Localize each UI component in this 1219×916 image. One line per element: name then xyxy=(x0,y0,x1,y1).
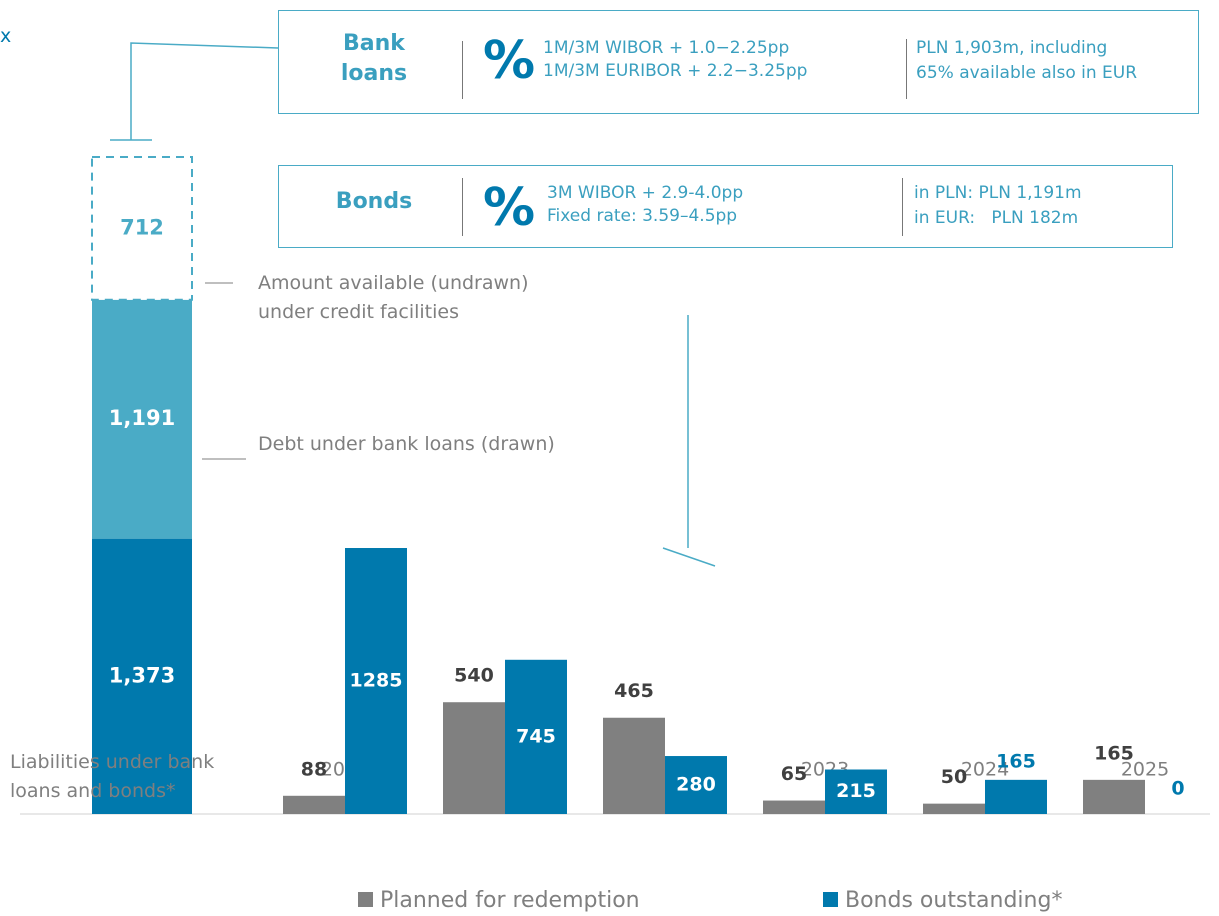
value-label: 165 xyxy=(1094,742,1134,764)
rate: 1M/3M WIBOR + 1.0−2.25pp xyxy=(543,38,790,58)
x-tick-label: 2025 xyxy=(1121,759,1169,781)
bar xyxy=(1083,779,1145,814)
value-label: 215 xyxy=(836,780,876,802)
divider xyxy=(462,178,463,236)
bar xyxy=(283,795,345,814)
bonds-box: Bonds % 3M WIBOR + 2.9-4.0pp Fixed rate:… xyxy=(278,165,1173,248)
annotation: Debt under bank loans (drawn) xyxy=(258,433,555,455)
value-label: 540 xyxy=(454,665,494,687)
legend-swatch xyxy=(358,892,373,907)
connector-cap xyxy=(662,547,716,567)
bar xyxy=(665,756,727,814)
bar-segment xyxy=(92,538,192,814)
rate: 3M WIBOR + 2.9-4.0pp xyxy=(547,183,744,203)
connector xyxy=(130,42,279,140)
box-title: Bank loans xyxy=(340,31,408,86)
amount: PLN 1,903m, including xyxy=(916,38,1108,58)
value-label: 745 xyxy=(516,725,556,747)
bar xyxy=(603,717,665,814)
value-label: 65 xyxy=(781,763,807,785)
legend-label: Planned for redemption xyxy=(380,888,640,913)
legend-swatch xyxy=(823,892,838,907)
bar-segment xyxy=(91,156,193,301)
percent-symbol: % xyxy=(483,31,536,91)
divider xyxy=(902,178,903,236)
bar xyxy=(505,659,567,814)
percent-symbol: % xyxy=(483,178,536,238)
divider xyxy=(462,41,463,99)
divider xyxy=(906,39,907,99)
amount: in PLN: PLN 1,191m xyxy=(914,183,1082,203)
legend-label: Bonds outstanding* xyxy=(845,888,1062,913)
box-title: Bonds xyxy=(335,189,413,214)
value-label: 1,191 xyxy=(109,406,175,430)
x-tick-label: Liabilities under bank loans and bonds* xyxy=(10,751,215,802)
bank-loans-box: Bank loans % 1M/3M WIBOR + 1.0−2.25pp 1M… xyxy=(278,10,1199,114)
corner-text: x xyxy=(0,25,12,47)
x-tick-label: 2024 xyxy=(961,759,1009,781)
value-label: 165 xyxy=(996,750,1036,772)
bar xyxy=(763,800,825,814)
value-label: 465 xyxy=(614,680,654,702)
amount: in EUR: PLN 182m xyxy=(914,208,1079,228)
value-label: 280 xyxy=(676,774,716,796)
annotation: Amount available (undrawn) under credit … xyxy=(258,272,529,323)
bar xyxy=(985,779,1047,814)
bar-segment xyxy=(92,299,192,539)
bar xyxy=(443,702,505,814)
value-label: 50 xyxy=(941,766,967,788)
amount: 65% available also in EUR xyxy=(916,63,1138,83)
bar xyxy=(345,548,407,814)
value-label: 88 xyxy=(301,758,327,780)
value-label: 712 xyxy=(120,215,164,239)
value-label: 0 xyxy=(1171,778,1184,800)
value-label: 1,373 xyxy=(109,663,175,687)
bar xyxy=(923,803,985,814)
bar xyxy=(825,769,887,814)
rate: Fixed rate: 3.59–4.5pp xyxy=(547,206,738,226)
rate: 1M/3M EURIBOR + 2.2−3.25pp xyxy=(543,61,808,81)
value-label: 1285 xyxy=(350,670,403,692)
